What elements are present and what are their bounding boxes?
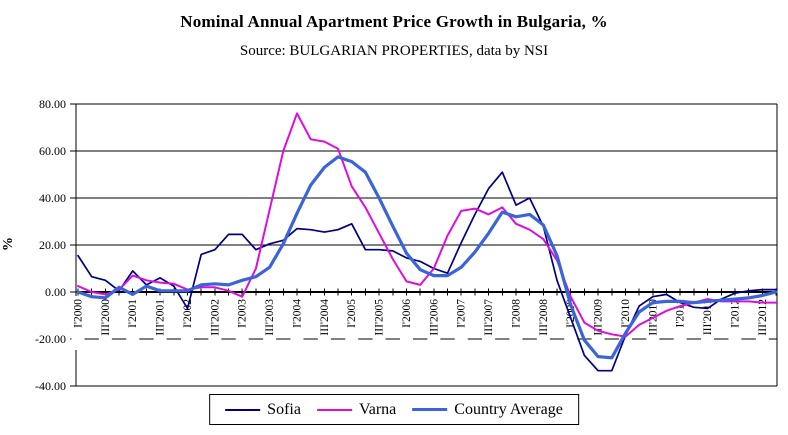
y-tick-label: 20.00 [39, 238, 66, 252]
y-tick-label: -20.00 [35, 332, 66, 346]
x-tick-label-bg [728, 296, 742, 350]
x-tick-label-bg [646, 296, 660, 350]
x-tick-label-bg [372, 296, 386, 350]
x-tick-label: I'2002 [182, 299, 194, 328]
y-ticks: 80.00 60.00 40.00 20.00 0.00 -20.00 -40.00 [35, 97, 76, 393]
legend-item-varna: Varna [316, 400, 397, 419]
x-tick-label: III'2000 [100, 299, 112, 336]
y-tick-label: 40.00 [39, 191, 66, 205]
x-tick-label-bg [180, 296, 194, 350]
legend-label: Country Average [454, 401, 563, 418]
x-tick-label: III'2005 [374, 299, 386, 336]
x-tick-label-bg [509, 296, 523, 350]
legend-line-sample [225, 408, 261, 411]
x-tick-label: I'2003 [237, 299, 249, 328]
x-tick-label-bg [153, 296, 167, 350]
x-tick-label-bg [263, 296, 277, 350]
x-tick-label: III'2004 [319, 299, 331, 336]
legend-label: Varna [358, 401, 397, 418]
y-tick-label: 0.00 [45, 285, 66, 299]
chart-subtitle: Source: BULGARIAN PROPERTIES, data by NS… [239, 43, 549, 59]
x-tick-label: III'2003 [264, 299, 276, 336]
x-tick-label-bg [536, 296, 550, 350]
x-tick-label-bg [482, 296, 496, 350]
x-tick-label: I'2009 [565, 299, 577, 328]
chart-title: Nominal Annual Apartment Price Growth in… [180, 12, 608, 31]
x-tick-label: III'2012 [757, 299, 769, 336]
x-tick-label: III'2008 [538, 299, 550, 336]
x-tick-label: III'2001 [155, 299, 167, 336]
x-tick-label: III'2002 [209, 299, 221, 336]
x-tick-label: I'2012 [729, 299, 741, 328]
x-tick-label-bg [290, 296, 304, 350]
legend-label: Sofia [267, 401, 301, 418]
legend-line-sample [412, 408, 448, 412]
x-tick-label-bg [345, 296, 359, 350]
x-tick-label: I'2007 [456, 299, 468, 328]
x-tick-label-bg [71, 296, 85, 350]
x-tick-label-bg [98, 296, 112, 350]
x-tick-labels: I'2000 III'2000 I'2001 III'2001 I'2002 III'20… [71, 296, 769, 350]
x-axis [76, 288, 777, 296]
x-tick-label-bg [126, 296, 140, 350]
legend-line-sample [316, 408, 352, 411]
x-tick-label-bg [208, 296, 222, 350]
y-tick-label: -40.00 [35, 379, 66, 393]
x-tick-label: III'2009 [593, 299, 605, 336]
x-tick-label-bg [317, 296, 331, 350]
y-tick-label: 60.00 [39, 144, 66, 158]
x-tick-label: III'2007 [483, 299, 495, 336]
x-tick-label-bg [673, 296, 687, 350]
legend: Sofia Varna Country Average [209, 394, 579, 426]
x-tick-label: I'2005 [346, 299, 358, 328]
x-tick-label-bg [235, 296, 249, 350]
x-tick-label-bg [454, 296, 468, 350]
x-tick-label: I'2006 [401, 299, 413, 328]
series-line-sofia [77, 171, 777, 372]
legend-item-sofia: Sofia [225, 400, 301, 419]
x-tick-label-bg [701, 296, 715, 350]
y-tick-label: 80.00 [39, 97, 66, 111]
x-tick-label-bg [755, 296, 769, 350]
x-tick-label-bg [427, 296, 441, 350]
x-tick-label-bg [399, 296, 413, 350]
series-line-country-average [76, 155, 778, 360]
x-tick-label: I'2010 [620, 299, 632, 328]
x-tick-label: I'2004 [291, 299, 303, 328]
legend-item-country-average: Country Average [412, 400, 563, 419]
x-tick-label: III'2006 [428, 299, 440, 336]
x-tick-label-bg [591, 296, 605, 350]
x-tick-label: I'2001 [127, 299, 139, 328]
x-tick-label: I'2000 [73, 299, 85, 328]
x-tick-label: I'2008 [510, 299, 522, 328]
